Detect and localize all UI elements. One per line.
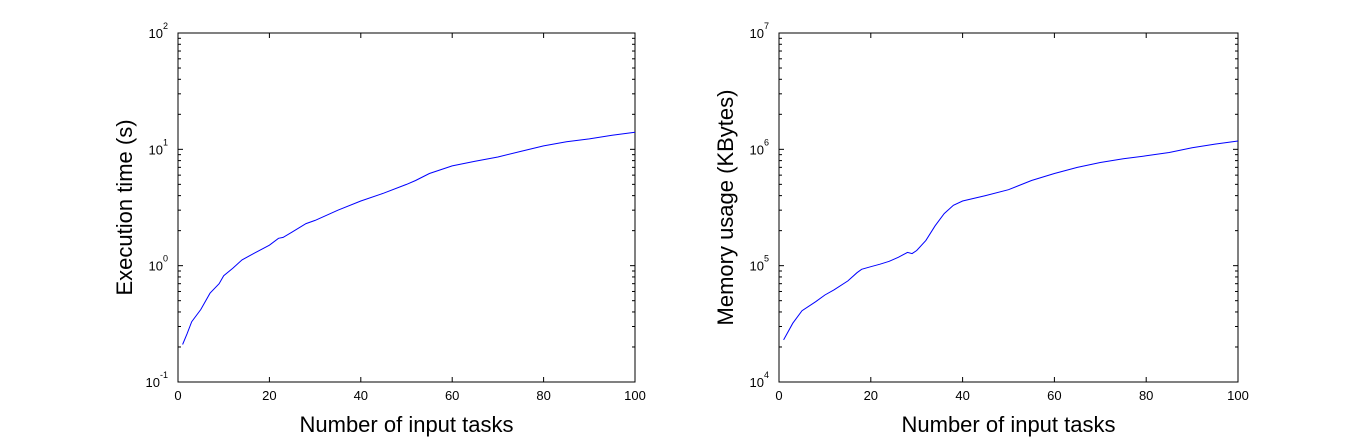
y-tick-label: 101 bbox=[149, 137, 168, 157]
y-tick-base: 10 bbox=[149, 142, 163, 157]
y-tick-base: 10 bbox=[750, 259, 764, 274]
plot-frame bbox=[177, 32, 636, 383]
x-tick-label: 0 bbox=[775, 388, 782, 403]
x-tick-label: 80 bbox=[536, 388, 550, 403]
x-tick-label: 0 bbox=[174, 388, 181, 403]
y-tick-label: 107 bbox=[750, 21, 769, 41]
y-tick-exponent: 6 bbox=[764, 137, 769, 147]
x-tick-label: 100 bbox=[1227, 388, 1249, 403]
y-tick-exponent: 7 bbox=[764, 21, 769, 31]
y-tick-base: 10 bbox=[750, 142, 764, 157]
y-tick-exponent: 5 bbox=[764, 254, 769, 264]
y-tick-exponent: 2 bbox=[163, 21, 168, 31]
y-axis-label: Execution time (s) bbox=[112, 119, 137, 295]
x-axis-label: Number of input tasks bbox=[902, 412, 1116, 437]
y-tick-label: 104 bbox=[750, 370, 769, 390]
x-tick-label: 80 bbox=[1139, 388, 1153, 403]
y-tick-exponent: 4 bbox=[764, 370, 769, 380]
y-tick-label: 106 bbox=[750, 137, 769, 157]
plot-frame bbox=[778, 32, 1239, 383]
y-tick-label: 105 bbox=[750, 254, 769, 274]
x-axis-label: Number of input tasks bbox=[300, 412, 514, 437]
y-tick-base: 10 bbox=[146, 375, 160, 390]
y-tick-label: 102 bbox=[149, 21, 168, 41]
y-tick-base: 10 bbox=[750, 375, 764, 390]
x-tick-label: 20 bbox=[262, 388, 276, 403]
y-axis-label: Memory usage (KBytes) bbox=[713, 90, 738, 326]
x-tick-label: 60 bbox=[1047, 388, 1061, 403]
y-tick-exponent: 1 bbox=[163, 137, 168, 147]
y-tick-base: 10 bbox=[149, 259, 163, 274]
x-tick-label: 40 bbox=[955, 388, 969, 403]
series-line bbox=[182, 131, 636, 345]
y-tick-exponent: -1 bbox=[160, 370, 168, 380]
x-tick-label: 20 bbox=[864, 388, 878, 403]
y-tick-base: 10 bbox=[149, 26, 163, 41]
y-tick-exponent: 0 bbox=[163, 254, 168, 264]
x-tick-label: 40 bbox=[354, 388, 368, 403]
y-tick-label: 10-1 bbox=[146, 370, 168, 390]
x-tick-label: 60 bbox=[445, 388, 459, 403]
y-tick-base: 10 bbox=[750, 26, 764, 41]
series-line bbox=[783, 140, 1239, 341]
x-tick-label: 100 bbox=[624, 388, 646, 403]
y-tick-label: 100 bbox=[149, 254, 168, 274]
